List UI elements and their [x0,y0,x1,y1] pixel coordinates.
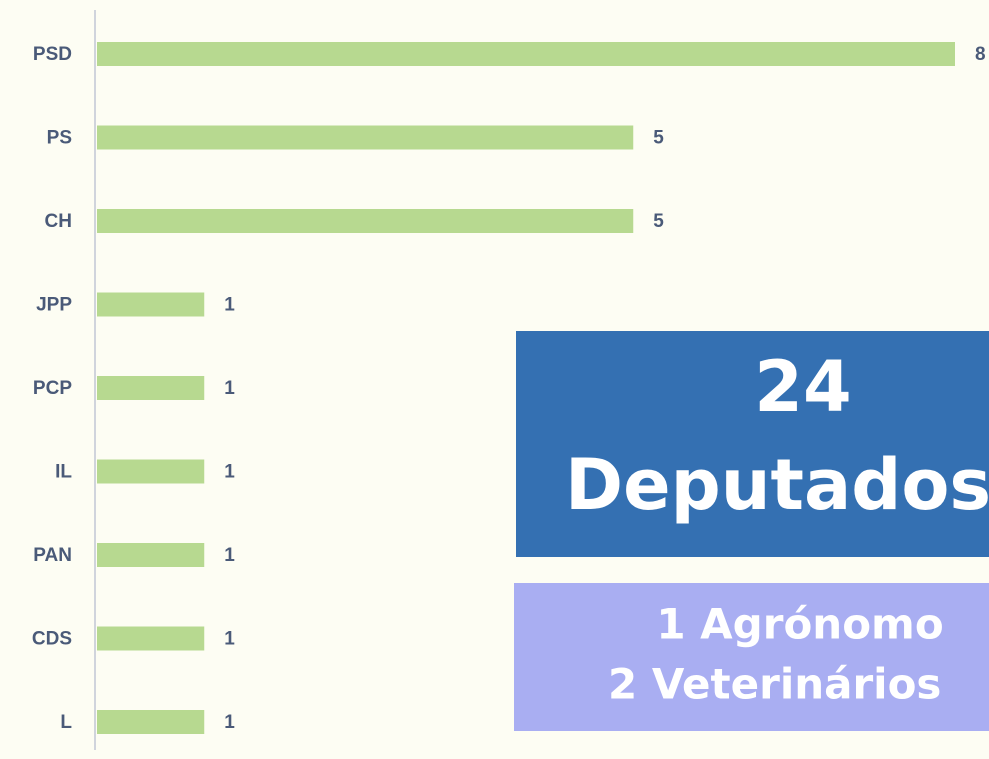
value-label: 1 [224,545,235,566]
value-label: 1 [224,462,235,483]
bar [97,543,205,567]
category-label: PAN [33,545,72,566]
value-label: 1 [224,295,235,316]
category-label: PS [47,128,72,149]
value-label: 8 [975,44,986,65]
bar [97,626,205,651]
annotation-box [516,331,989,557]
category-label: L [60,712,72,733]
category-label: JPP [36,295,72,316]
category-label: CH [45,211,72,232]
bar [97,710,205,734]
category-label: PSD [33,44,72,65]
value-label: 5 [653,128,664,149]
bar [97,209,634,233]
category-label: IL [55,462,72,483]
annotation-text: Deputados [565,444,989,526]
bar [97,125,634,150]
category-label: PCP [33,378,72,399]
bar [97,292,205,317]
bar [97,376,205,400]
bar [97,459,205,484]
annotation-text: 24 [754,346,851,428]
value-label: 5 [653,211,664,232]
value-label: 1 [224,378,235,399]
value-label: 1 [224,629,235,650]
annotation-box [514,583,989,731]
bar [97,42,955,66]
category-label: CDS [32,629,72,650]
value-label: 1 [224,712,235,733]
annotation-text: 1 Agrónomo [656,600,943,649]
annotation-text: 2 Veterinários [608,660,941,709]
